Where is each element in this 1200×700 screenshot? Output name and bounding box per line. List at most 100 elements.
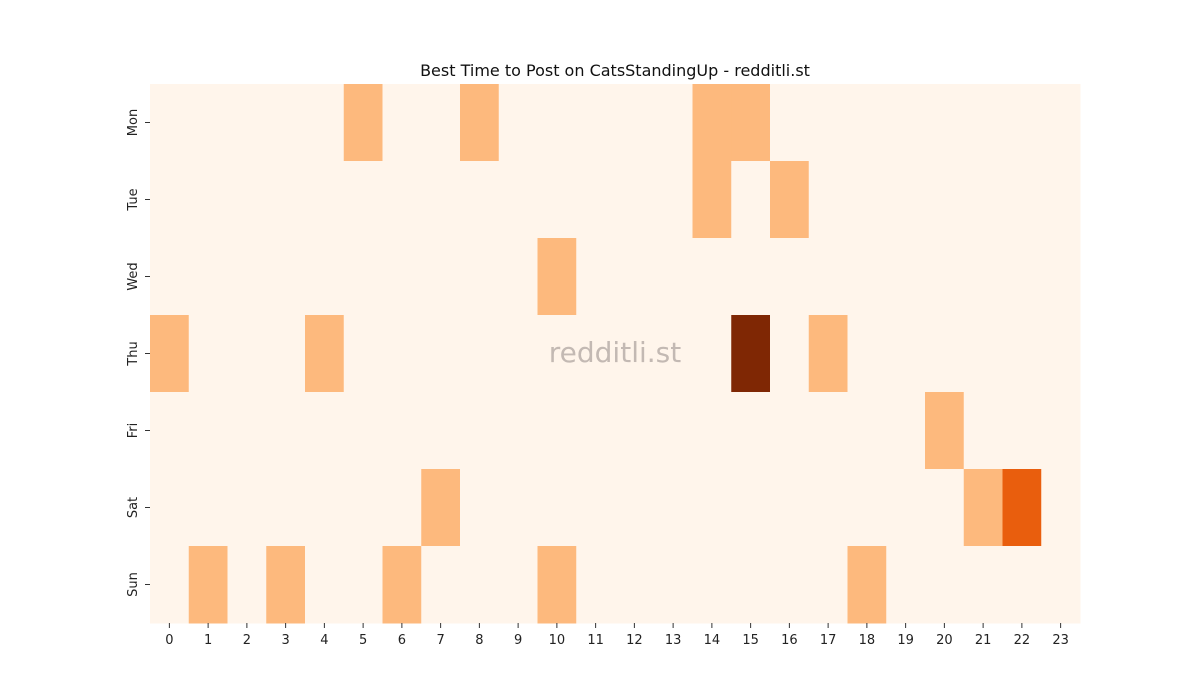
heatmap-cell-mon-3 [266, 84, 306, 162]
y-tick-label: Fri [126, 423, 141, 439]
heatmap-cell-mon-20 [925, 84, 965, 162]
x-tick-label: 17 [820, 633, 837, 648]
heatmap-cell-fri-21 [963, 392, 1003, 470]
heatmap-cell-thu-21 [963, 315, 1003, 393]
heatmap-cell-tue-0 [150, 161, 190, 239]
heatmap-cell-tue-20 [925, 161, 965, 239]
heatmap-cell-fri-22 [1002, 392, 1042, 470]
heatmap-cell-thu-3 [266, 315, 306, 393]
heatmap-cell-sun-22 [1002, 546, 1042, 624]
heatmap-cell-sat-13 [653, 469, 693, 547]
x-tick-label: 12 [626, 633, 643, 648]
heatmap-cell-wed-5 [343, 238, 383, 316]
heatmap-cell-mon-0 [150, 84, 190, 162]
heatmap-cell-thu-13 [653, 315, 693, 393]
heatmap-cell-fri-19 [886, 392, 926, 470]
x-tick-label: 7 [436, 633, 444, 648]
heatmap-cell-wed-2 [227, 238, 267, 316]
heatmap-cell-sat-15 [731, 469, 771, 547]
heatmap-cell-fri-16 [770, 392, 810, 470]
heatmap-cell-sat-0 [150, 469, 190, 547]
heatmap-cell-sun-20 [925, 546, 965, 624]
x-tick-label: 19 [897, 633, 914, 648]
heatmap-cell-mon-5 [343, 84, 383, 162]
heatmap-cell-wed-22 [1002, 238, 1042, 316]
heatmap-cell-tue-15 [731, 161, 771, 239]
heatmap-cell-fri-18 [847, 392, 887, 470]
heatmap-cell-tue-6 [382, 161, 422, 239]
heatmap-cell-sat-7 [421, 469, 461, 547]
heatmap-cell-thu-1 [188, 315, 228, 393]
heatmap-cell-sun-16 [770, 546, 810, 624]
heatmap-cell-sun-7 [421, 546, 461, 624]
heatmap-cell-fri-7 [421, 392, 461, 470]
x-tick-label: 20 [936, 633, 953, 648]
x-tick-label: 1 [204, 633, 212, 648]
heatmap-cell-thu-20 [925, 315, 965, 393]
heatmap-cell-sat-9 [498, 469, 538, 547]
heatmap-cell-sat-19 [886, 469, 926, 547]
heatmap-cell-tue-14 [692, 161, 732, 239]
heatmap-cell-sun-3 [266, 546, 306, 624]
heatmap-cell-sat-21 [963, 469, 1003, 547]
x-tick-label: 18 [859, 633, 876, 648]
heatmap-cell-mon-22 [1002, 84, 1042, 162]
heatmap-cell-wed-8 [460, 238, 500, 316]
heatmap-cell-tue-18 [847, 161, 887, 239]
heatmap-cell-sat-12 [615, 469, 655, 547]
heatmap-cell-thu-16 [770, 315, 810, 393]
heatmap-cell-fri-14 [692, 392, 732, 470]
x-tick-label: 2 [243, 633, 251, 648]
heatmap-cell-sat-17 [808, 469, 848, 547]
heatmap-cell-tue-4 [305, 161, 345, 239]
heatmap-cell-sat-2 [227, 469, 267, 547]
heatmap-cell-fri-1 [188, 392, 228, 470]
heatmap-cell-fri-23 [1041, 392, 1081, 470]
heatmap-cell-sun-8 [460, 546, 500, 624]
heatmap-cell-thu-18 [847, 315, 887, 393]
heatmap-cell-sat-3 [266, 469, 306, 547]
heatmap-cell-wed-15 [731, 238, 771, 316]
heatmap-cell-sun-6 [382, 546, 422, 624]
heatmap-cell-sat-20 [925, 469, 965, 547]
heatmap-cell-sun-0 [150, 546, 190, 624]
heatmap-cell-sun-18 [847, 546, 887, 624]
y-tick-label: Sat [126, 497, 141, 518]
heatmap-cell-mon-12 [615, 84, 655, 162]
heatmap-cell-fri-12 [615, 392, 655, 470]
x-tick-label: 13 [665, 633, 682, 648]
x-tick-label: 11 [587, 633, 604, 648]
heatmap-cell-sat-23 [1041, 469, 1081, 547]
y-axis-ticks: Mon Tue Wed Thu Fri Sat Sun [126, 109, 150, 597]
heatmap-cell-fri-17 [808, 392, 848, 470]
heatmap-cell-thu-9 [498, 315, 538, 393]
watermark-text: redditli.st [549, 336, 681, 369]
heatmap-cell-thu-5 [343, 315, 383, 393]
y-tick-label: Tue [126, 188, 141, 211]
heatmap-cell-sun-1 [188, 546, 228, 624]
heatmap-cell-tue-2 [227, 161, 267, 239]
heatmap-cell-mon-1 [188, 84, 228, 162]
heatmap-cell-thu-10 [537, 315, 577, 393]
heatmap-cell-wed-20 [925, 238, 965, 316]
heatmap-cell-fri-2 [227, 392, 267, 470]
heatmap-cell-wed-13 [653, 238, 693, 316]
heatmap-cell-mon-17 [808, 84, 848, 162]
heatmap-cell-sat-4 [305, 469, 345, 547]
y-tick-label: Thu [126, 341, 141, 366]
heatmap-cell-thu-11 [576, 315, 616, 393]
heatmap-cell-sun-4 [305, 546, 345, 624]
heatmap-cell-tue-11 [576, 161, 616, 239]
heatmap-cell-sat-10 [537, 469, 577, 547]
heatmap-cell-thu-2 [227, 315, 267, 393]
heatmap-cell-wed-12 [615, 238, 655, 316]
heatmap-cell-mon-19 [886, 84, 926, 162]
heatmap-cell-tue-8 [460, 161, 500, 239]
heatmap-cell-fri-9 [498, 392, 538, 470]
heatmap-cell-fri-5 [343, 392, 383, 470]
heatmap-cell-mon-16 [770, 84, 810, 162]
x-tick-label: 9 [514, 633, 522, 648]
heatmap-cell-wed-23 [1041, 238, 1081, 316]
heatmap-cell-sun-17 [808, 546, 848, 624]
heatmap-cell-tue-16 [770, 161, 810, 239]
